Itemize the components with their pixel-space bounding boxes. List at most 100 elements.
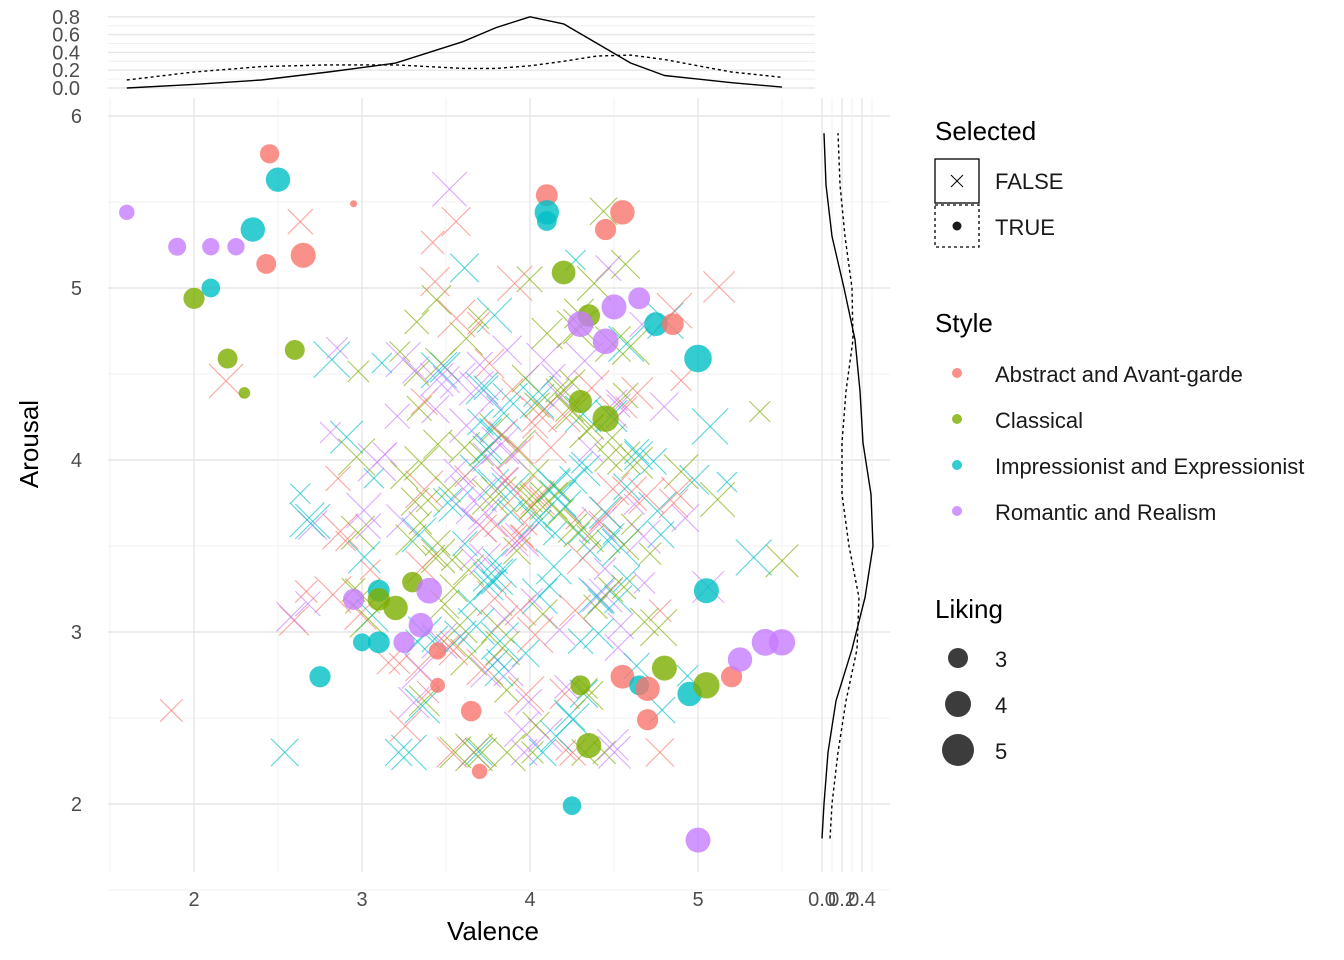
unselected-point xyxy=(466,351,494,379)
selected-point xyxy=(768,629,796,656)
unselected-point xyxy=(449,321,484,356)
unselected-point xyxy=(594,443,623,473)
unselected-point xyxy=(581,580,614,613)
unselected-point xyxy=(486,395,522,431)
unselected-point xyxy=(432,487,463,518)
unselected-point xyxy=(589,197,618,226)
main-panel-grid xyxy=(108,98,890,891)
legend-label-liking-4: 4 xyxy=(995,693,1007,718)
selected-point xyxy=(119,204,135,221)
unselected-point xyxy=(660,476,694,510)
unselected-point xyxy=(549,479,572,502)
unselected-point xyxy=(649,392,679,422)
unselected-point xyxy=(515,688,543,716)
unselected-point xyxy=(294,579,318,603)
legend-title-style: Style xyxy=(935,308,993,338)
unselected-point xyxy=(469,514,498,543)
unselected-point xyxy=(663,454,699,490)
unselected-point xyxy=(467,737,498,768)
unselected-point xyxy=(481,388,504,411)
unselected-point xyxy=(607,612,635,640)
selected-point xyxy=(408,612,433,638)
selected-point xyxy=(256,253,277,274)
unselected-point xyxy=(543,613,576,646)
unselected-point xyxy=(474,348,505,379)
unselected-point xyxy=(563,508,603,548)
selected-point xyxy=(685,827,711,853)
legend-cross-icon-stroke xyxy=(950,174,964,188)
selected-point xyxy=(684,344,712,373)
unselected-point xyxy=(439,736,472,769)
unselected-point xyxy=(455,502,477,525)
unselected-point xyxy=(500,475,536,511)
selected-point xyxy=(651,655,677,681)
unselected-point xyxy=(475,433,503,461)
unselected-point xyxy=(455,733,494,772)
legend-label-true: TRUE xyxy=(995,215,1055,240)
legend-key-true xyxy=(934,204,980,248)
unselected-point xyxy=(613,473,641,501)
unselected-point xyxy=(326,336,349,360)
unselected-point xyxy=(313,341,351,379)
selected-point xyxy=(693,672,720,699)
unselected-point xyxy=(544,498,575,528)
selected-point xyxy=(460,700,482,722)
unselected-point xyxy=(558,594,592,627)
unselected-point xyxy=(497,499,525,526)
unselected-point xyxy=(527,599,558,629)
unselected-point xyxy=(484,657,514,687)
unselected-point xyxy=(489,604,519,634)
unselected-point xyxy=(424,529,451,557)
unselected-point xyxy=(691,407,729,445)
unselected-point xyxy=(436,737,468,768)
unselected-point xyxy=(347,540,381,574)
x-tick-label: 4 xyxy=(524,889,535,911)
unselected-point xyxy=(479,418,502,441)
unselected-point xyxy=(453,554,485,586)
unselected-point xyxy=(335,530,356,552)
legend-label-impressionist: Impressionist and Expressionist xyxy=(995,454,1304,479)
selected-point xyxy=(367,631,390,654)
unselected-point xyxy=(473,375,499,401)
unselected-point xyxy=(440,548,464,572)
unselected-point xyxy=(420,538,456,574)
unselected-point xyxy=(404,688,441,724)
unselected-point xyxy=(401,517,437,553)
unselected-point xyxy=(577,577,615,615)
selected-point xyxy=(350,200,358,208)
unselected-point xyxy=(384,403,411,429)
unselected-point xyxy=(337,438,376,476)
right-density-tick-label: 0.2 xyxy=(828,889,856,911)
selected-point xyxy=(628,287,651,310)
unselected-point xyxy=(208,363,244,399)
selected-point xyxy=(343,588,365,610)
unselected-point xyxy=(520,587,544,611)
unselected-point xyxy=(384,738,413,767)
selected-point xyxy=(601,294,627,320)
unselected-point xyxy=(565,508,587,530)
unselected-point xyxy=(610,249,641,280)
unselected-point xyxy=(492,382,528,419)
unselected-point xyxy=(537,573,562,599)
selected-point xyxy=(592,405,619,432)
y-axis-title: Arousal xyxy=(14,400,44,488)
unselected-point xyxy=(535,548,572,585)
unselected-point xyxy=(608,529,640,561)
unselected-point xyxy=(547,383,575,411)
legend-dot-impressionist xyxy=(952,460,962,470)
unselected-point xyxy=(329,420,364,454)
legend: Selected FALSE TRUE Style Abstract and A… xyxy=(934,116,1304,766)
unselected-point xyxy=(557,513,588,543)
unselected-point xyxy=(515,485,543,513)
selected-point xyxy=(383,595,408,621)
top-density-panel: 0.00.20.40.60.8 xyxy=(52,7,815,100)
legend-label-classical: Classical xyxy=(995,408,1083,433)
unselected-point xyxy=(415,488,440,513)
unselected-point xyxy=(347,360,370,383)
unselected-point xyxy=(449,475,478,503)
legend-dot-icon xyxy=(952,221,962,231)
unselected-point xyxy=(472,562,503,592)
legend-title-liking: Liking xyxy=(935,594,1003,624)
unselected-point xyxy=(611,574,637,600)
top-density-false-line xyxy=(126,16,783,89)
